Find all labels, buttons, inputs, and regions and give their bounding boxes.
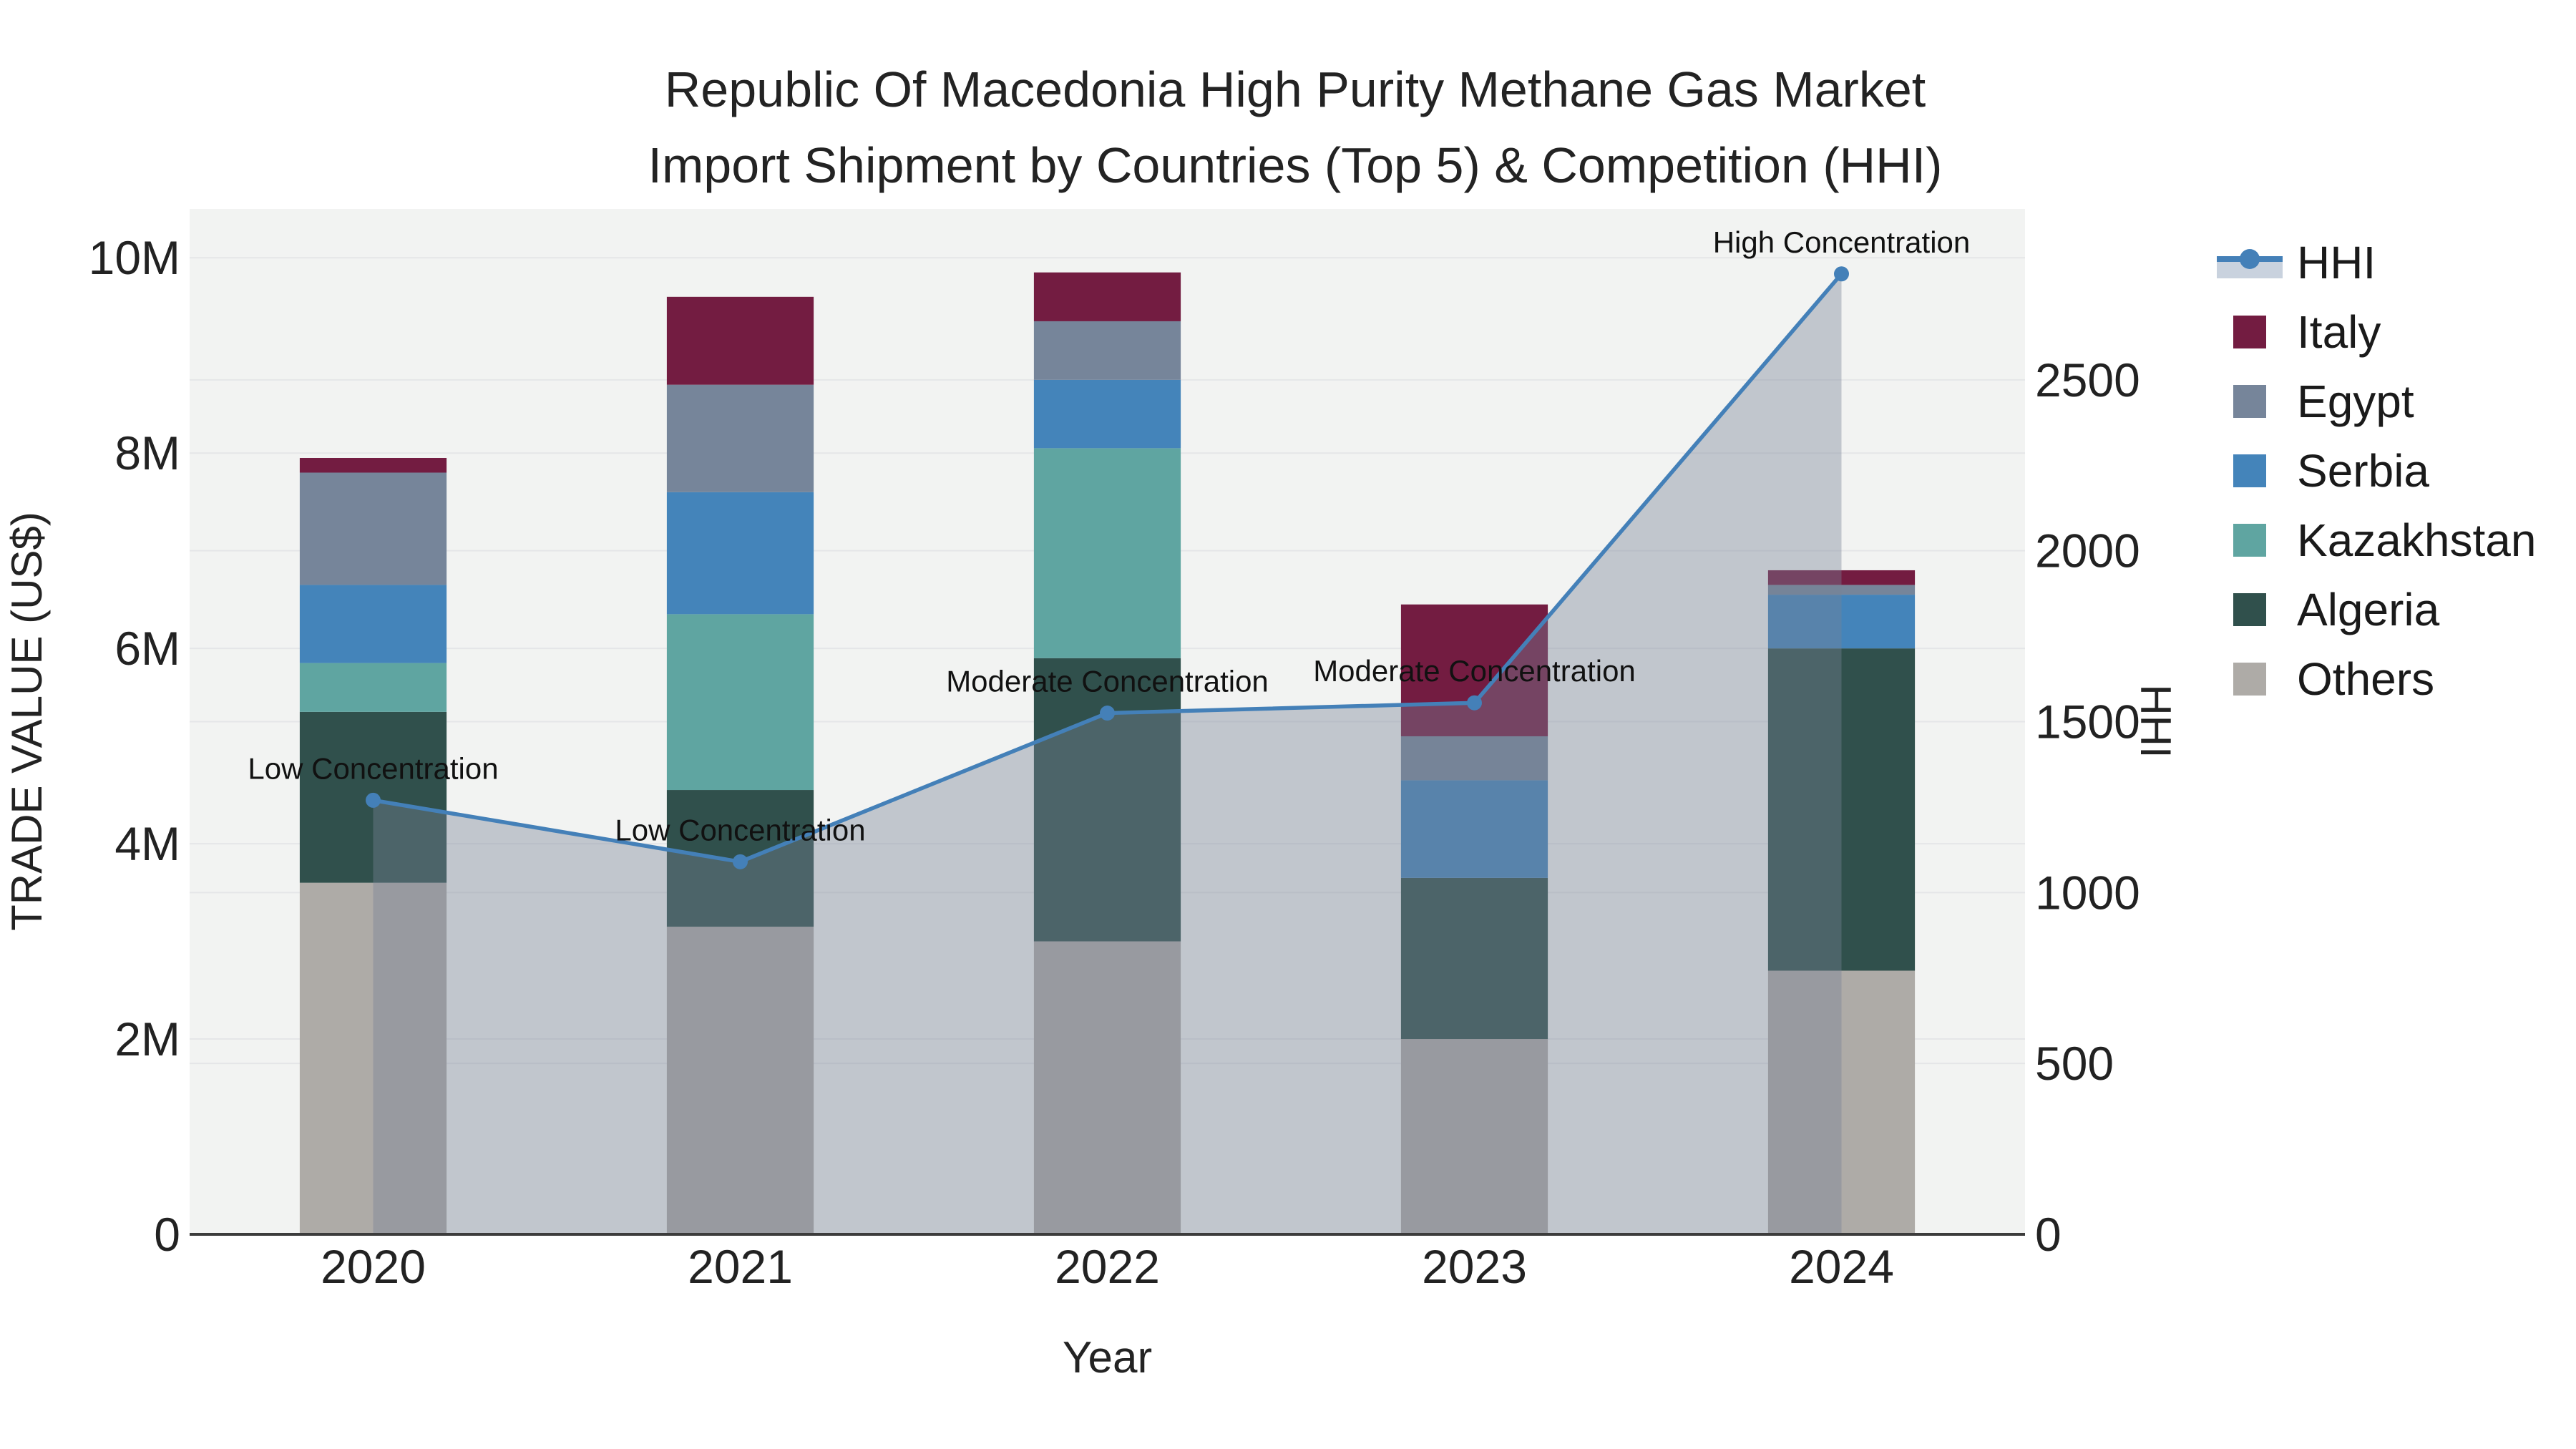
legend-item-italy[interactable]: Italy (2217, 297, 2536, 366)
hhi-area-fill (373, 273, 1842, 1235)
y-right-tick-label: 500 (2035, 1037, 2114, 1090)
x-tick-label-2022: 2022 (1055, 1240, 1160, 1293)
annotation-2022: Moderate Concentration (946, 665, 1269, 698)
bar-segment-italy-2023[interactable] (1400, 604, 1548, 736)
hhi-marker-dot (2240, 248, 2260, 269)
y-right-tick-label: 1500 (2035, 696, 2140, 748)
hhi-marker-2023[interactable] (1467, 695, 1482, 711)
y-left-axis-title: TRADE VALUE (US$) (3, 512, 51, 931)
x-tick-label-2024: 2024 (1789, 1240, 1894, 1293)
legend-label: Algeria (2297, 583, 2440, 635)
annotation-2024: High Concentration (1713, 225, 1971, 259)
bar-segment-others-2021[interactable] (666, 927, 814, 1234)
bar-segment-others-2024[interactable] (1767, 970, 1916, 1234)
legend-item-algeria[interactable]: Algeria (2217, 575, 2536, 644)
bar-segment-serbia-2023[interactable] (1400, 780, 1548, 878)
y-left-tick-label: 0 (154, 1208, 180, 1261)
y-left-tick-label: 6M (114, 622, 180, 675)
x-axis-title: Year (1062, 1333, 1153, 1382)
bar-segment-kazakhstan-2020[interactable] (299, 663, 447, 712)
annotation-2021: Low Concentration (615, 813, 865, 847)
bar-segment-serbia-2021[interactable] (666, 492, 814, 615)
chart-title-line1: Republic Of Macedonia High Purity Methan… (664, 62, 1926, 117)
bar-segment-italy-2020[interactable] (299, 458, 447, 473)
y-right-tick-label: 0 (2035, 1208, 2062, 1261)
legend-label: Others (2297, 653, 2435, 705)
x-tick-label-2020: 2020 (321, 1240, 426, 1293)
y-left-tick-label: 4M (114, 817, 180, 870)
bar-segment-others-2022[interactable] (1033, 941, 1181, 1234)
annotation-2023: Moderate Concentration (1313, 654, 1636, 688)
y-right-axis-title: HHI (2132, 684, 2180, 758)
color-swatch (2233, 315, 2266, 348)
hhi-line-swatch (2217, 244, 2283, 281)
bar-segment-egypt-2022[interactable] (1033, 321, 1181, 380)
bar-segment-egypt-2023[interactable] (1400, 736, 1548, 781)
color-swatch (2233, 592, 2266, 626)
bar-segment-algeria-2022[interactable] (1033, 658, 1181, 942)
legend-item-egypt[interactable]: Egypt (2217, 366, 2536, 436)
y-right-tick-label: 1000 (2035, 866, 2140, 919)
bar-segment-algeria-2023[interactable] (1400, 877, 1548, 1040)
hhi-marker-2024[interactable] (1834, 266, 1849, 282)
bar-segment-kazakhstan-2022[interactable] (1033, 448, 1181, 658)
bar-segment-kazakhstan-2021[interactable] (666, 614, 814, 791)
legend-item-others[interactable]: Others (2217, 644, 2536, 713)
color-swatch (2233, 384, 2266, 418)
bar-segment-egypt-2021[interactable] (666, 384, 814, 492)
legend-item-hhi[interactable]: HHI (2217, 228, 2536, 297)
legend-item-serbia[interactable]: Serbia (2217, 436, 2536, 505)
hhi-marker-2020[interactable] (366, 792, 381, 808)
bar-segment-serbia-2020[interactable] (299, 585, 447, 663)
bar-segment-italy-2022[interactable] (1033, 272, 1181, 321)
bar-segment-serbia-2022[interactable] (1033, 379, 1181, 449)
hhi-marker-2021[interactable] (733, 854, 748, 869)
color-swatch (2233, 662, 2266, 696)
legend-item-kazakhstan[interactable]: Kazakhstan (2217, 505, 2536, 575)
y-left-tick-label: 8M (114, 426, 180, 479)
legend-label: Italy (2297, 306, 2381, 358)
bar-segment-others-2023[interactable] (1400, 1039, 1548, 1234)
y-left-tick-label: 2M (114, 1013, 180, 1065)
chart-title-line2: Import Shipment by Countries (Top 5) & C… (648, 137, 1943, 193)
y-left-tick-label: 10M (89, 231, 180, 284)
legend-label: Egypt (2297, 375, 2414, 427)
bar-segment-egypt-2024[interactable] (1767, 585, 1916, 595)
legend-label: Kazakhstan (2297, 514, 2537, 566)
bar-segment-algeria-2024[interactable] (1767, 648, 1916, 971)
legend: HHI Italy Egypt Serbia Kazakhstan Algeri… (2217, 228, 2536, 713)
bar-segment-italy-2021[interactable] (666, 296, 814, 385)
y-right-tick-label: 2000 (2035, 525, 2140, 577)
color-swatch (2233, 523, 2266, 557)
annotation-2020: Low Concentration (248, 751, 498, 785)
color-swatch (2233, 454, 2266, 487)
bar-segment-egypt-2020[interactable] (299, 472, 447, 585)
chart-title: Republic Of Macedonia High Purity Methan… (0, 52, 2576, 203)
legend-label: Serbia (2297, 444, 2429, 497)
bar-segment-others-2020[interactable] (299, 882, 447, 1234)
y-right-tick-label: 2500 (2035, 353, 2140, 406)
bar-segment-serbia-2024[interactable] (1767, 595, 1916, 649)
hhi-marker-2022[interactable] (1100, 706, 1115, 721)
x-tick-label-2023: 2023 (1422, 1240, 1527, 1293)
bar-segment-italy-2024[interactable] (1767, 570, 1916, 585)
x-tick-label-2021: 2021 (688, 1240, 793, 1293)
legend-label: HHI (2297, 236, 2376, 288)
